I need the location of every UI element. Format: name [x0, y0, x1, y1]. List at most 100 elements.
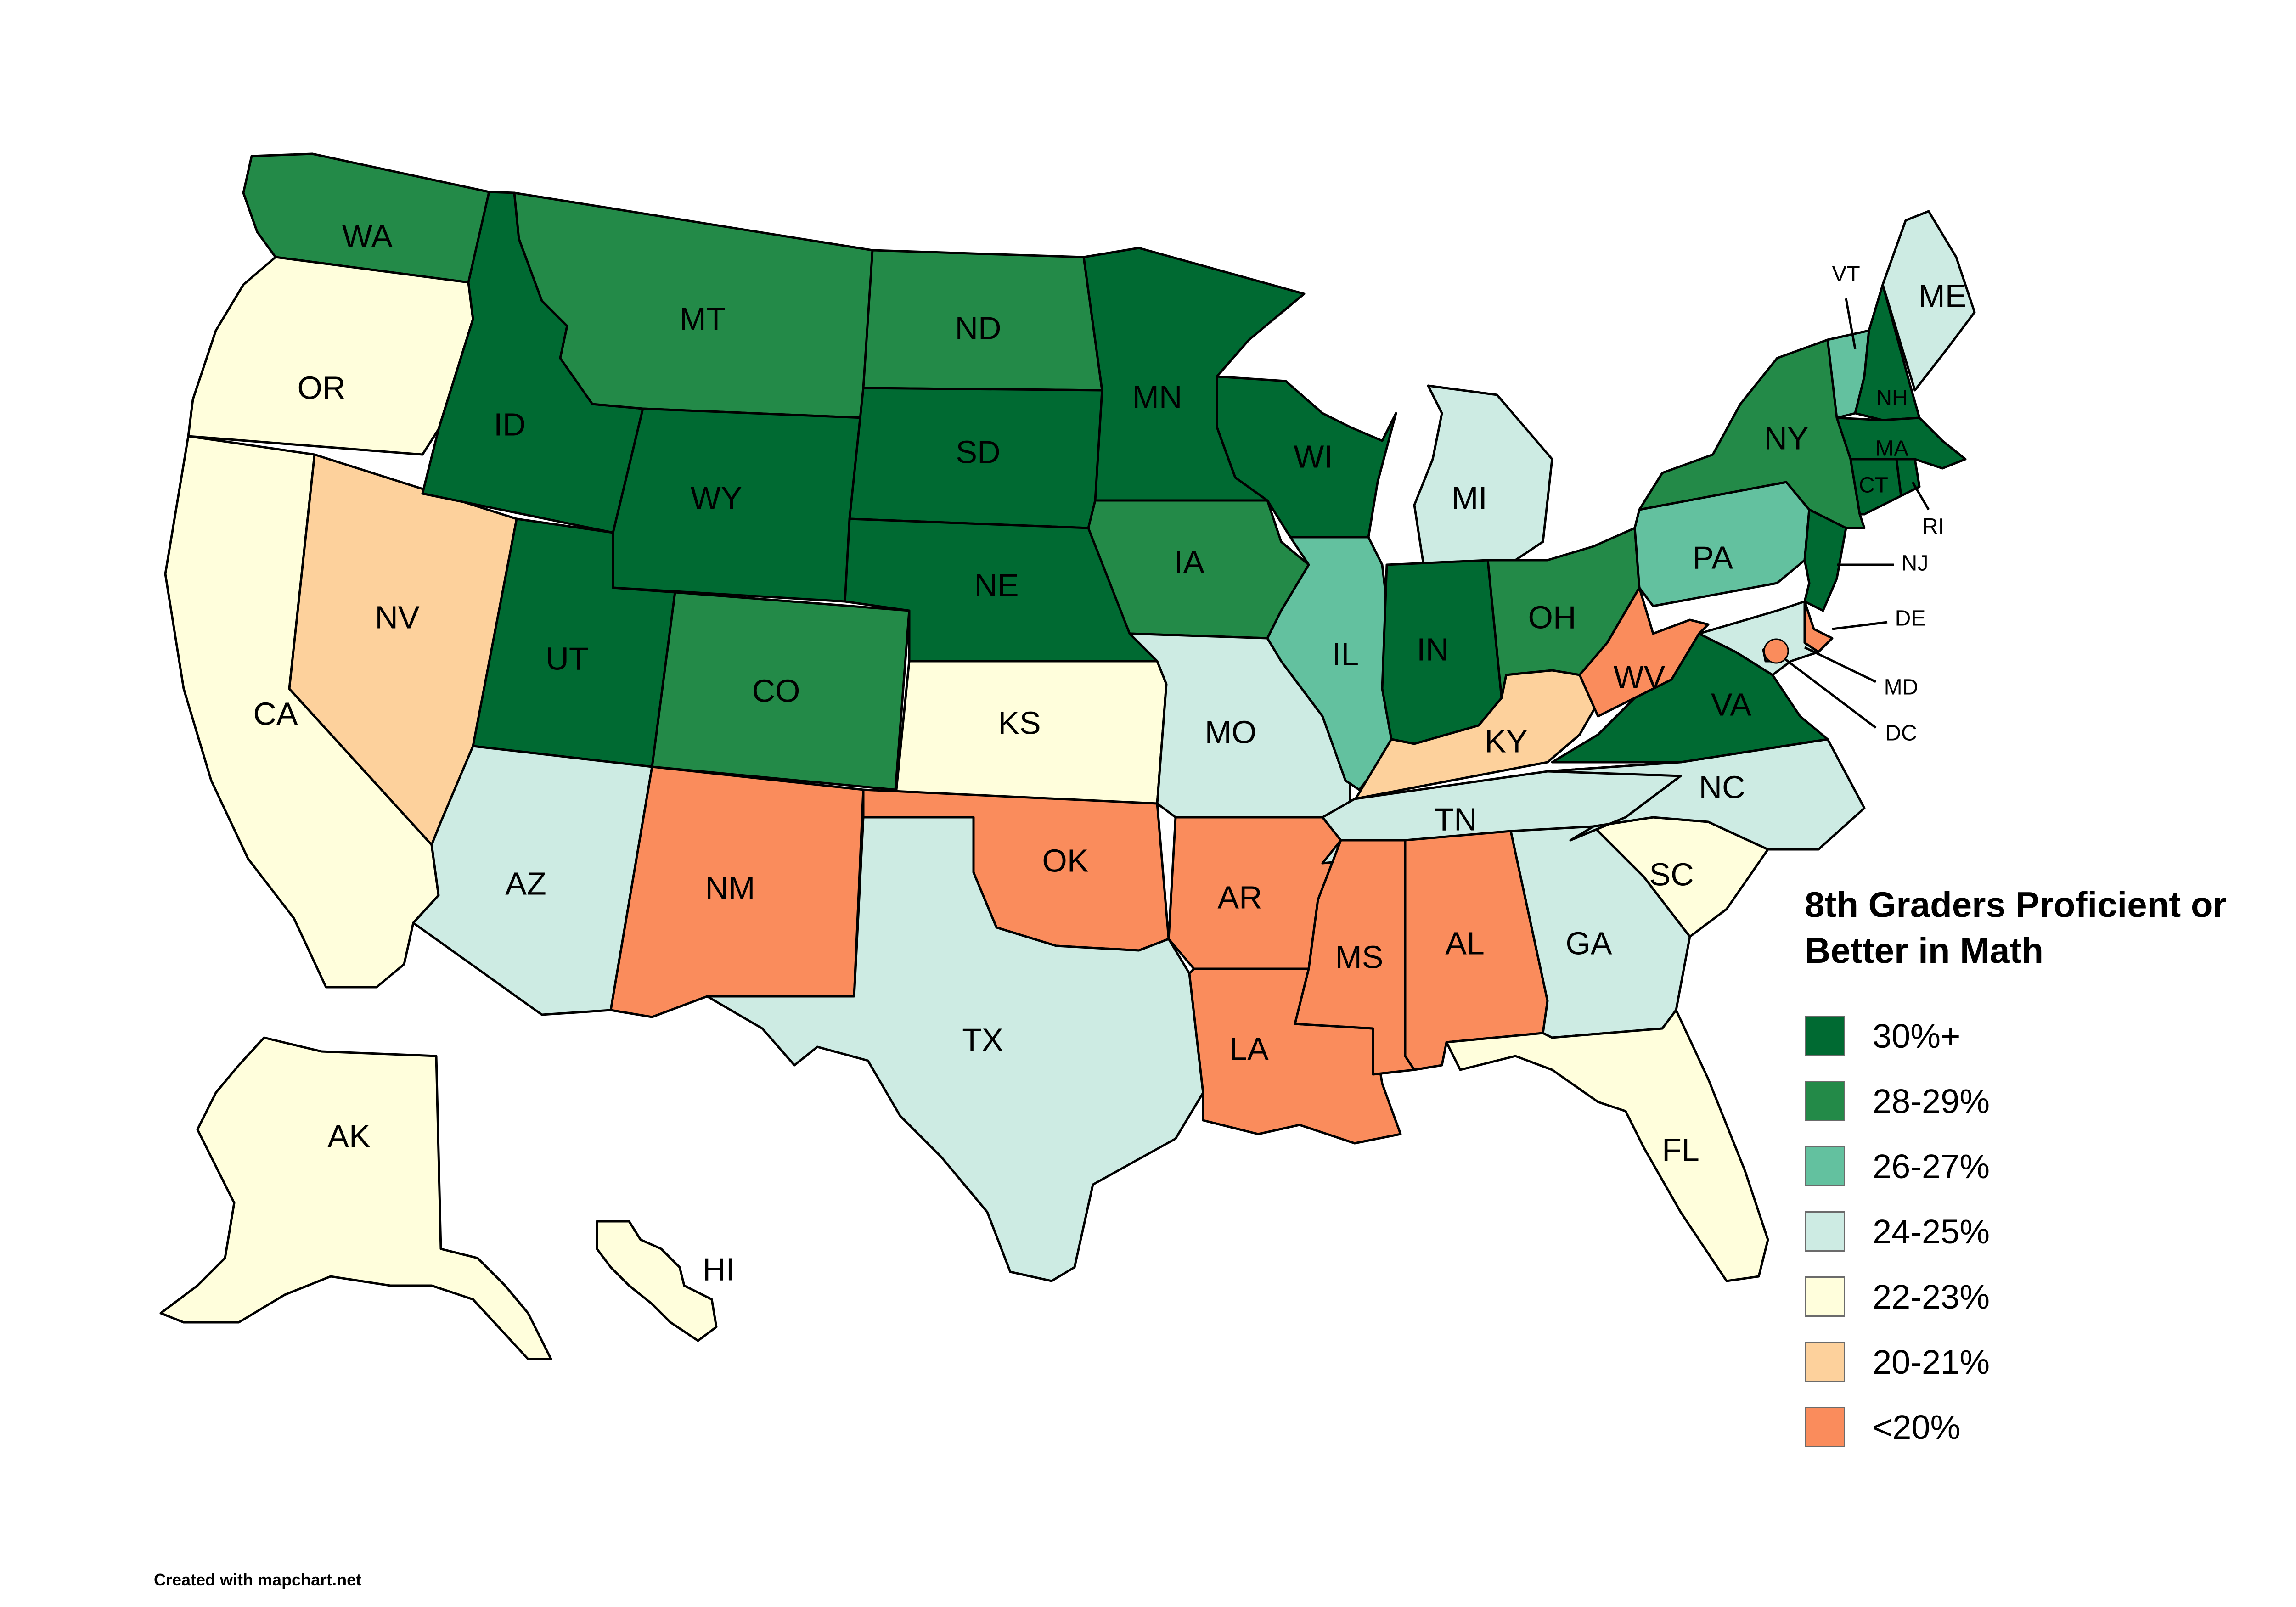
- state-label-az: AZ: [505, 865, 546, 901]
- state-label-mt: MT: [679, 301, 726, 337]
- legend-label: 28-29%: [1873, 1082, 1990, 1120]
- state-label-wa: WA: [342, 218, 393, 254]
- state-label-ny: NY: [1764, 420, 1808, 456]
- legend-item: 28-29%: [1805, 1080, 2287, 1122]
- state-label-nj: NJ: [1902, 551, 1929, 576]
- state-label-ct: CT: [1859, 473, 1888, 498]
- legend-swatch: [1805, 1211, 1845, 1252]
- state-label-nc: NC: [1699, 769, 1745, 805]
- state-label-la: LA: [1229, 1031, 1269, 1067]
- state-wy: [612, 407, 865, 603]
- state-label-va: VA: [1711, 686, 1751, 722]
- state-wv: [1578, 586, 1710, 718]
- callout-leader-lines: [1763, 298, 1930, 729]
- states-layer: [159, 152, 1976, 1360]
- state-label-id: ID: [494, 406, 526, 442]
- state-label-ms: MS: [1335, 939, 1384, 975]
- state-label-nh: NH: [1876, 386, 1908, 410]
- credit-text: Created with mapchart.net: [154, 1570, 362, 1589]
- legend-item: 30%+: [1805, 1015, 2287, 1057]
- leader-line-vt: [1845, 298, 1857, 349]
- state-label-ky: KY: [1485, 723, 1527, 759]
- legend-item: 20-21%: [1805, 1341, 2287, 1383]
- state-ct: [1849, 458, 1902, 516]
- state-ms: [1294, 839, 1416, 1076]
- state-label-ri: RI: [1922, 515, 1944, 539]
- state-label-ne: NE: [974, 567, 1019, 603]
- legend-label: 24-25%: [1873, 1212, 1990, 1251]
- legend-title: 8th Graders Proficient or Better in Math: [1805, 884, 2227, 971]
- leader-line-dc: [1781, 656, 1877, 729]
- state-ri: [1895, 458, 1921, 497]
- legend-swatch: [1805, 1016, 1845, 1056]
- state-hi: [596, 1220, 718, 1342]
- state-label-co: CO: [752, 673, 800, 708]
- legend-item: 24-25%: [1805, 1210, 2287, 1253]
- state-label-ma: MA: [1875, 437, 1908, 461]
- state-label-ok: OK: [1042, 843, 1088, 878]
- state-label-de: DE: [1895, 607, 1926, 631]
- state-label-ia: IA: [1174, 544, 1204, 580]
- state-label-pa: PA: [1693, 539, 1733, 575]
- state-ak: [159, 1036, 552, 1360]
- state-label-mo: MO: [1205, 714, 1257, 750]
- state-label-ca: CA: [253, 696, 298, 731]
- state-label-ut: UT: [546, 641, 588, 676]
- state-label-wy: WY: [691, 480, 743, 516]
- legend-label: 26-27%: [1873, 1147, 1990, 1186]
- state-nj: [1803, 508, 1847, 612]
- state-label-md: MD: [1884, 675, 1919, 700]
- legend-item: 22-23%: [1805, 1275, 2287, 1318]
- state-label-ak: AK: [327, 1118, 370, 1154]
- leader-line-md: [1804, 646, 1877, 683]
- legend-label: 20-21%: [1873, 1343, 1990, 1381]
- state-label-tx: TX: [962, 1022, 1003, 1057]
- state-wi: [1216, 375, 1397, 539]
- state-label-in: IN: [1417, 631, 1449, 667]
- dc-marker: [1763, 638, 1789, 664]
- legend-swatch: [1805, 1407, 1845, 1447]
- state-labels-layer: WA OR CA NV ID MT WY UT CO AZ NM ND SD NE KS OK TX MN IA MO…: [253, 218, 1966, 1287]
- state-mi: [1413, 384, 1553, 571]
- legend: 8th Graders Proficient or Better in Math…: [1805, 882, 2287, 1471]
- legend-label: 30%+: [1873, 1017, 1961, 1055]
- state-label-oh: OH: [1528, 599, 1576, 635]
- legend-swatch: [1805, 1276, 1845, 1317]
- state-tx: [706, 816, 1204, 1282]
- legend-label: <20%: [1873, 1408, 1961, 1446]
- legend-label: 22-23%: [1873, 1277, 1990, 1316]
- state-label-nv: NV: [375, 599, 420, 635]
- state-or: [187, 256, 474, 456]
- legend-item: <20%: [1805, 1406, 2287, 1448]
- state-label-nd: ND: [955, 310, 1001, 346]
- leader-line-ri: [1911, 481, 1930, 511]
- state-label-il: IL: [1332, 636, 1359, 672]
- state-label-hi: HI: [703, 1251, 735, 1287]
- state-label-nm: NM: [705, 870, 755, 906]
- state-label-sc: SC: [1649, 856, 1694, 892]
- legend-item: 26-27%: [1805, 1145, 2287, 1187]
- state-ky: [1349, 669, 1599, 809]
- legend-swatch: [1805, 1342, 1845, 1382]
- state-il: [1266, 536, 1402, 791]
- state-label-wi: WI: [1294, 438, 1333, 474]
- state-me: [1881, 210, 1976, 392]
- state-label-ar: AR: [1217, 879, 1262, 915]
- state-label-al: AL: [1445, 925, 1485, 961]
- state-label-or: OR: [298, 370, 346, 405]
- state-label-me: ME: [1919, 278, 1967, 314]
- state-label-sd: SD: [956, 434, 1000, 470]
- state-label-mn: MN: [1132, 379, 1182, 415]
- state-label-mi: MI: [1452, 480, 1487, 516]
- state-fl: [1445, 1009, 1769, 1282]
- state-label-ks: KS: [998, 705, 1041, 741]
- state-label-wv: WV: [1614, 659, 1666, 695]
- state-label-fl: FL: [1662, 1132, 1699, 1168]
- state-label-dc: DC: [1885, 721, 1917, 746]
- state-label-ga: GA: [1565, 925, 1612, 961]
- state-label-tn: TN: [1434, 801, 1477, 837]
- legend-swatch: [1805, 1081, 1845, 1121]
- legend-swatch: [1805, 1146, 1845, 1186]
- state-label-vt: VT: [1832, 262, 1860, 287]
